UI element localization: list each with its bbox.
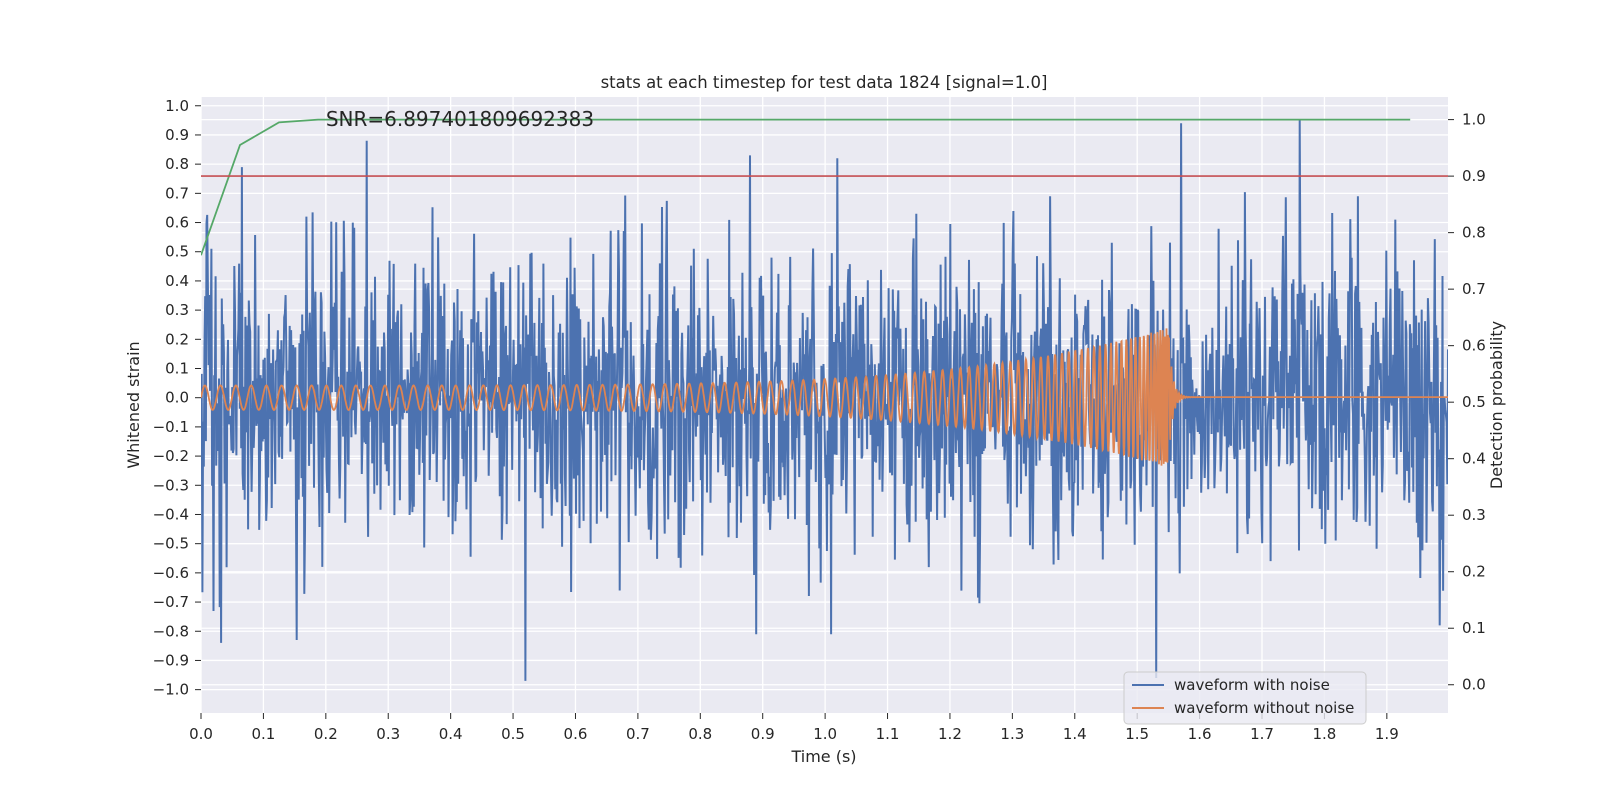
y-tick-label: −1.0 — [153, 681, 189, 699]
y2-tick-label: 0.1 — [1462, 619, 1486, 637]
y-tick-label: 0.4 — [165, 272, 189, 290]
x-tick-label: 0.9 — [751, 725, 775, 743]
x-axis-label: Time (s) — [790, 747, 856, 766]
x-tick-label: 0.7 — [626, 725, 650, 743]
y-tick-label: 0.8 — [165, 155, 189, 173]
y-tick-label: 0.9 — [165, 126, 189, 144]
legend-label-signal: waveform without noise — [1174, 699, 1354, 717]
y2-tick-label: 0.8 — [1462, 224, 1486, 242]
x-tick-label: 0.6 — [564, 725, 588, 743]
x-tick-label: 0.1 — [251, 725, 275, 743]
x-tick-label: 1.3 — [1000, 725, 1024, 743]
x-tick-label: 0.4 — [439, 725, 463, 743]
snr-annotation: SNR=6.897401809692383 — [326, 107, 594, 131]
x-tick-label: 0.0 — [189, 725, 213, 743]
legend: waveform with noise waveform without noi… — [1123, 671, 1367, 725]
y-tick-label: −0.8 — [153, 622, 189, 640]
y-tick-label: 1.0 — [165, 97, 189, 115]
y2-tick-label: 0.5 — [1462, 393, 1486, 411]
y-tick-label: −0.6 — [153, 564, 189, 582]
y-tick-labels: 1.0 0.9 0.8 0.7 0.6 0.5 0.4 0.3 0.2 0.1 0.0 −0.1 −0.… — [153, 97, 201, 699]
y-tick-label: −0.9 — [153, 651, 189, 669]
y-tick-label: 0.5 — [165, 243, 189, 261]
y2-tick-label: 0.4 — [1462, 450, 1486, 468]
x-tick-labels: 0.0 0.1 0.2 0.3 0.4 0.5 0.6 0.7 0.8 0.9 1.0 1.1 1.2 1… — [189, 713, 1399, 743]
legend-label-noise: waveform with noise — [1174, 676, 1330, 694]
x-tick-label: 0.8 — [688, 725, 712, 743]
chart-title: stats at each timestep for test data 182… — [601, 73, 1048, 92]
y-tick-label: 0.0 — [165, 389, 189, 407]
y-axis-label: Whitened strain — [124, 341, 143, 468]
x-tick-label: 1.5 — [1125, 725, 1149, 743]
series-waveform-without-noise — [201, 328, 1448, 466]
x-tick-label: 0.2 — [314, 725, 338, 743]
y2-tick-label: 0.2 — [1462, 563, 1486, 581]
x-tick-label: 0.5 — [501, 725, 525, 743]
y-tick-label: 0.6 — [165, 214, 189, 232]
x-tick-label: 0.3 — [376, 725, 400, 743]
x-tick-label: 1.2 — [938, 725, 962, 743]
y2-tick-label: 0.7 — [1462, 280, 1486, 298]
y-tick-label: −0.4 — [153, 505, 189, 523]
series-detection-probability — [201, 118, 1411, 256]
series-waveform-with-noise — [201, 120, 1448, 681]
y-tick-label: −0.3 — [153, 476, 189, 494]
y2-tick-label: 0.3 — [1462, 506, 1486, 524]
y-tick-label: −0.1 — [153, 418, 189, 436]
x-tick-label: 1.7 — [1250, 725, 1274, 743]
y2-tick-label: 0.0 — [1462, 676, 1486, 694]
y-tick-label: −0.2 — [153, 447, 189, 465]
x-tick-label: 1.6 — [1188, 725, 1212, 743]
x-tick-label: 1.8 — [1312, 725, 1336, 743]
y-tick-label: 0.7 — [165, 184, 189, 202]
y2-tick-label: 1.0 — [1462, 111, 1486, 129]
y2-tick-label: 0.6 — [1462, 337, 1486, 355]
y-tick-label: 0.2 — [165, 330, 189, 348]
x-tick-label: 1.0 — [813, 725, 837, 743]
x-tick-label: 1.4 — [1063, 725, 1087, 743]
y2-tick-label: 0.9 — [1462, 167, 1486, 185]
y-tick-label: 0.3 — [165, 301, 189, 319]
y2-tick-labels: 0.0 0.1 0.2 0.3 0.4 0.5 0.6 0.7 0.8 0.9 1.0 — [1448, 111, 1486, 694]
y-tick-label: 0.1 — [165, 360, 189, 378]
y2-axis-label: Detection probability — [1487, 321, 1506, 489]
y-tick-label: −0.5 — [153, 535, 189, 553]
x-tick-label: 1.9 — [1375, 725, 1399, 743]
x-tick-label: 1.1 — [876, 725, 900, 743]
y-tick-label: −0.7 — [153, 593, 189, 611]
